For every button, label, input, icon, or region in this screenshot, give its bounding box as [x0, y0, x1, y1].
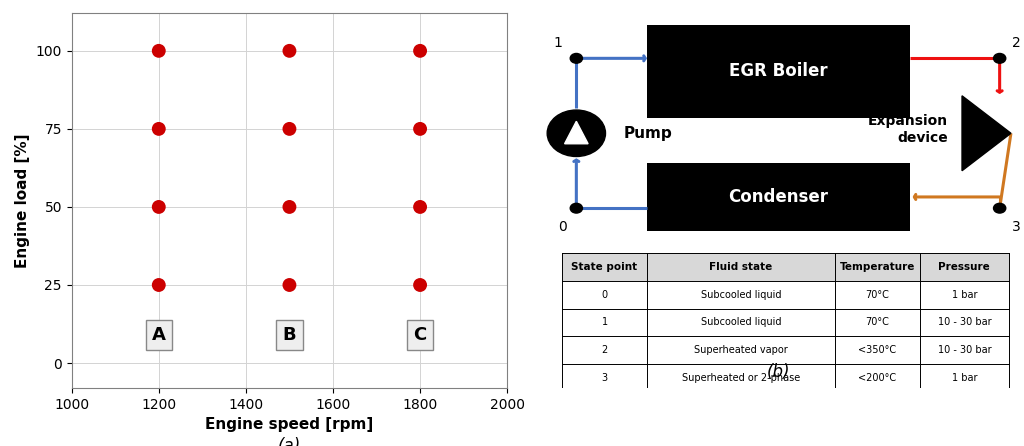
Text: Expansion
device: Expansion device [867, 115, 948, 145]
Text: Fluid state: Fluid state [710, 262, 772, 272]
FancyBboxPatch shape [647, 163, 910, 231]
Point [282, 125, 298, 132]
Circle shape [993, 54, 1006, 63]
Text: Pump: Pump [624, 126, 672, 141]
Text: C: C [414, 326, 427, 344]
Text: Pressure: Pressure [939, 262, 990, 272]
Text: 0: 0 [601, 290, 607, 300]
Polygon shape [962, 96, 1011, 171]
Circle shape [570, 203, 583, 213]
Text: 3: 3 [601, 373, 607, 383]
Point [412, 47, 428, 54]
Text: 70°C: 70°C [865, 318, 889, 327]
Text: 1 bar: 1 bar [951, 373, 977, 383]
Text: 10 - 30 bar: 10 - 30 bar [938, 345, 991, 355]
Text: A: A [152, 326, 166, 344]
Text: Temperature: Temperature [840, 262, 915, 272]
Text: 2: 2 [601, 345, 607, 355]
Text: State point: State point [571, 262, 638, 272]
Text: (a): (a) [278, 437, 301, 446]
Polygon shape [564, 121, 588, 144]
Text: <200°C: <200°C [858, 373, 896, 383]
Text: Superheated vapor: Superheated vapor [694, 345, 787, 355]
Text: Subcooled liquid: Subcooled liquid [700, 318, 781, 327]
Point [282, 281, 298, 289]
Circle shape [570, 54, 583, 63]
Point [282, 203, 298, 211]
Text: 1: 1 [553, 37, 562, 50]
X-axis label: Engine speed [rpm]: Engine speed [rpm] [205, 417, 374, 432]
FancyBboxPatch shape [562, 253, 1009, 281]
Point [151, 47, 167, 54]
Circle shape [547, 110, 605, 157]
Point [282, 47, 298, 54]
Text: 0: 0 [558, 220, 566, 234]
Point [151, 203, 167, 211]
Text: Superheated or 2-phase: Superheated or 2-phase [682, 373, 800, 383]
Text: <350°C: <350°C [858, 345, 896, 355]
Text: 10 - 30 bar: 10 - 30 bar [938, 318, 991, 327]
Y-axis label: Engine load [%]: Engine load [%] [15, 133, 30, 268]
Point [412, 281, 428, 289]
Point [151, 125, 167, 132]
Circle shape [993, 203, 1006, 213]
Point [412, 125, 428, 132]
FancyBboxPatch shape [647, 25, 910, 118]
Text: B: B [283, 326, 296, 344]
Text: 2: 2 [1012, 37, 1021, 50]
Point [412, 203, 428, 211]
Text: 1: 1 [601, 318, 607, 327]
Text: 70°C: 70°C [865, 290, 889, 300]
Text: 1 bar: 1 bar [951, 290, 977, 300]
Text: (b): (b) [767, 363, 791, 380]
Text: 3: 3 [1012, 220, 1021, 234]
Text: Subcooled liquid: Subcooled liquid [700, 290, 781, 300]
Text: Condenser: Condenser [729, 188, 828, 206]
Point [151, 281, 167, 289]
Text: EGR Boiler: EGR Boiler [729, 62, 827, 80]
